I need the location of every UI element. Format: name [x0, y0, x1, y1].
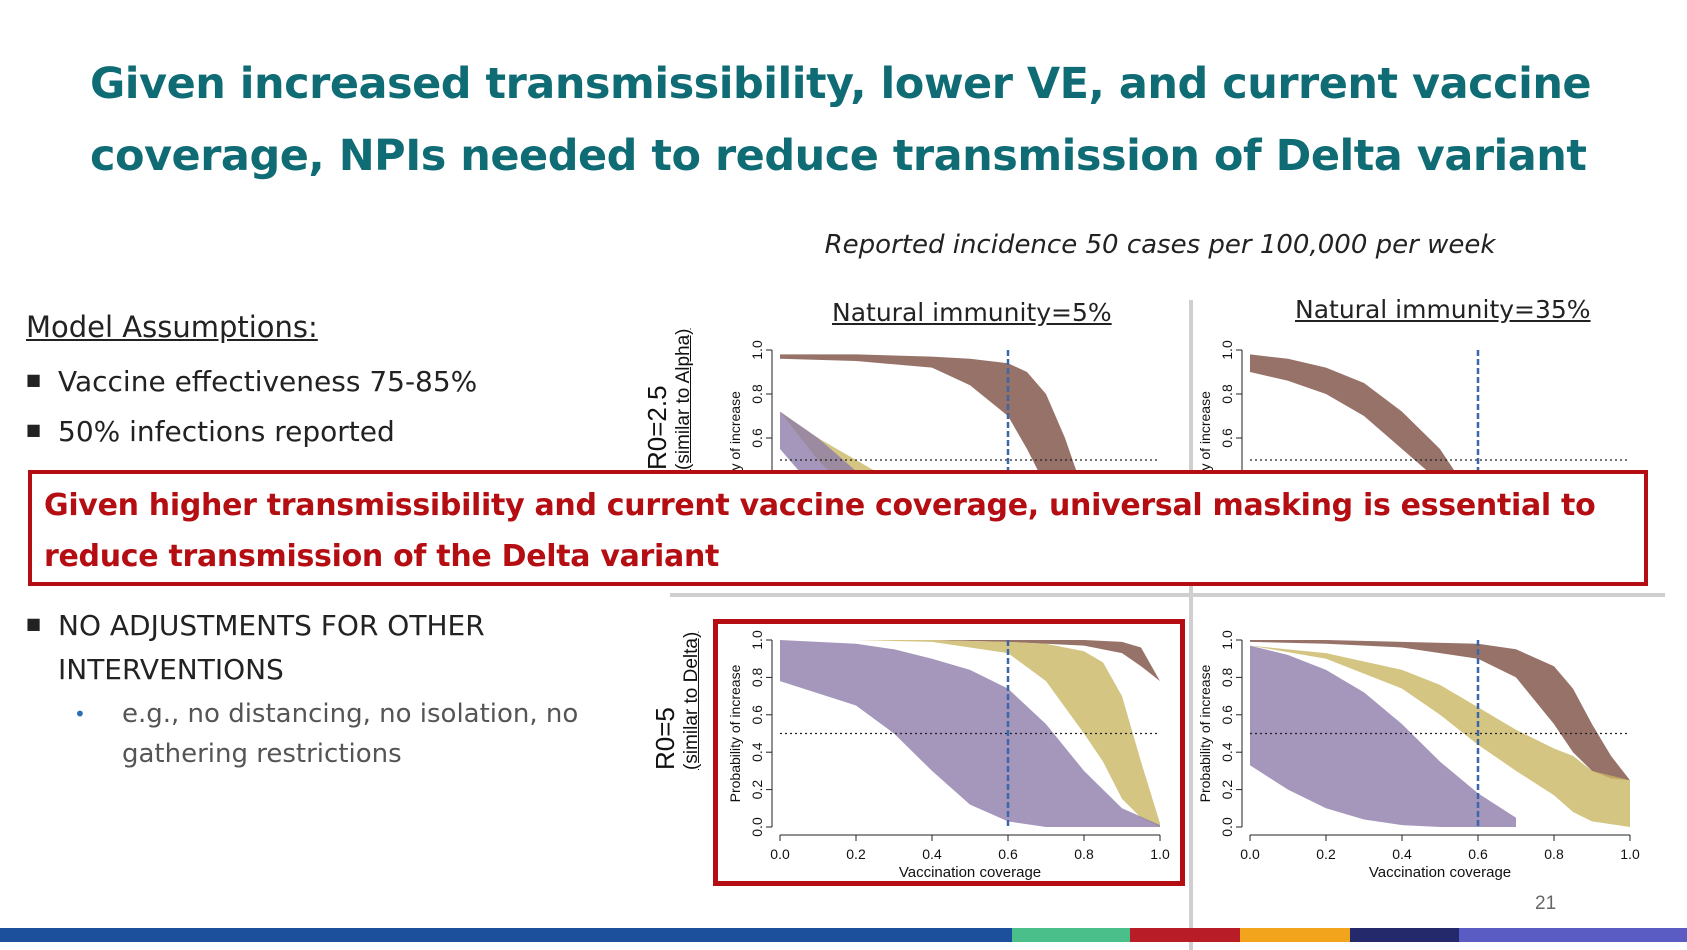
footer-stripe [1130, 928, 1240, 942]
page-number: 21 [1535, 893, 1557, 914]
chart-panel-immunity35-r0-5: 0.0 0.2 0.4 0.6 0.8 1.0 Probability of increas… [1197, 630, 1640, 881]
plot-area: 0.0 0.2 0.4 0.6 0.8 1.0 Probability of increas… [727, 630, 1170, 881]
x-tick-label: 1.0 [1150, 846, 1170, 862]
row-label-r0-2-5: R0=2.5 (similar to Alpha) [642, 329, 695, 471]
x-axis-label: Vaccination coverage [1369, 864, 1511, 881]
callout-text: Given higher transmissibility and curren… [44, 488, 1596, 574]
y-tick-label: 0.0 [1219, 817, 1235, 837]
bullet-square-icon: ■ [26, 370, 42, 389]
y-tick-label: 0.6 [749, 428, 765, 448]
y-tick-label: 0.6 [749, 705, 765, 725]
y-tick-label: 0.6 [1219, 428, 1235, 448]
y-tick-label: 0.8 [749, 667, 765, 687]
y-tick-label: 0.4 [1219, 742, 1235, 762]
y-tick-label: 0.0 [749, 817, 765, 837]
assumptions-heading: Model Assumptions: [26, 310, 318, 344]
y-tick-label: 0.2 [1219, 780, 1235, 800]
footer-stripe [0, 928, 507, 942]
x-tick-label: 0.4 [922, 846, 942, 862]
bullet-text: NO ADJUSTMENTS FOR OTHER INTERVENTIONS [58, 609, 485, 686]
x-tick-label: 0.8 [1074, 846, 1094, 862]
footer-stripe [506, 928, 1013, 942]
panel-divider-vertical [1189, 300, 1193, 950]
x-tick-label: 0.6 [998, 846, 1018, 862]
facet-label-col1: Natural immunity=5% [832, 298, 1112, 327]
x-tick-label: 0.0 [770, 846, 790, 862]
footer-stripe [1012, 928, 1131, 942]
y-tick-label: 0.2 [749, 780, 765, 800]
x-tick-label: 0.0 [1240, 846, 1260, 862]
bullet-square-icon: ■ [26, 614, 42, 633]
callout-box: Given higher transmissibility and curren… [28, 470, 1648, 586]
x-tick-label: 0.2 [846, 846, 866, 862]
x-tick-label: 0.8 [1544, 846, 1564, 862]
slide-title: Given increased transmissibility, lower … [90, 59, 1592, 181]
band-purple [1250, 645, 1516, 827]
y-tick-label: 0.8 [749, 384, 765, 404]
x-tick-label: 0.4 [1392, 846, 1412, 862]
y-tick-label: 0.8 [1219, 384, 1235, 404]
panel-divider-horizontal [670, 593, 1665, 597]
sub-bullet-text: e.g., no distancing, no isolation, no ga… [122, 699, 579, 769]
bullet-dot-icon: • [74, 702, 86, 726]
row-label-r0-5: R0=5 (similar to Delta) [650, 632, 703, 770]
y-tick-label: 0.8 [1219, 667, 1235, 687]
footer-stripe [1239, 928, 1350, 942]
row-similar-text: (similar to Delta) [681, 631, 702, 770]
bullet-text: 50% infections reported [58, 415, 395, 448]
y-tick-label: 0.6 [1219, 705, 1235, 725]
chart-subtitle: Reported incidence 50 cases per 100,000 … [824, 230, 1496, 260]
x-axis-label: Vaccination coverage [899, 864, 1041, 881]
band-brown [780, 640, 1160, 682]
row-r0-text: R0=2.5 [642, 385, 672, 470]
band-brown [780, 354, 1103, 564]
y-axis-label: Probability of increase [727, 664, 743, 802]
y-tick-label: 1.0 [1219, 340, 1235, 360]
y-tick-label: 1.0 [749, 630, 765, 650]
highlight-box [713, 619, 1185, 886]
plot-area: 0.0 0.2 0.4 0.6 0.8 1.0 Probability of increas… [1197, 630, 1640, 881]
row-similar-text: (similar to Alpha) [673, 328, 694, 471]
y-tick-label: 0.4 [749, 742, 765, 762]
band-gold [780, 640, 1160, 827]
chart-panel-immunity5-r0-5: 0.0 0.2 0.4 0.6 0.8 1.0 Probability of increas… [727, 630, 1170, 881]
y-tick-label: 1.0 [749, 340, 765, 360]
footer-stripe [1349, 928, 1460, 942]
x-tick-label: 0.6 [1468, 846, 1488, 862]
row-r0-text: R0=5 [650, 707, 680, 770]
band-brown [1250, 640, 1630, 781]
band-gold [1250, 645, 1630, 827]
footer-color-bar [0, 928, 1687, 942]
y-tick-label: 1.0 [1219, 630, 1235, 650]
facet-label-col2: Natural immunity=35% [1295, 295, 1591, 324]
x-tick-label: 0.2 [1316, 846, 1336, 862]
footer-stripe [1459, 928, 1687, 942]
bullet-square-icon: ■ [26, 420, 42, 439]
y-axis-label: Probability of increase [1197, 664, 1213, 802]
bullet-text: Vaccine effectiveness 75-85% [58, 365, 478, 398]
x-tick-label: 1.0 [1620, 846, 1640, 862]
